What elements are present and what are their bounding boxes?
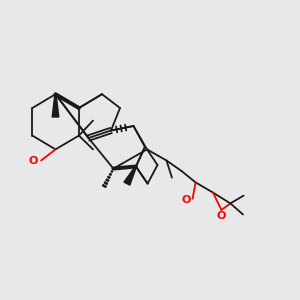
Polygon shape xyxy=(124,166,136,185)
Polygon shape xyxy=(113,168,114,169)
Polygon shape xyxy=(106,179,109,182)
Polygon shape xyxy=(111,171,113,172)
Text: O: O xyxy=(29,155,38,166)
Text: O: O xyxy=(181,195,191,205)
Polygon shape xyxy=(110,173,111,175)
Polygon shape xyxy=(103,184,106,188)
Text: O: O xyxy=(217,211,226,221)
Polygon shape xyxy=(52,94,59,117)
Polygon shape xyxy=(104,182,108,184)
Polygon shape xyxy=(108,176,110,178)
